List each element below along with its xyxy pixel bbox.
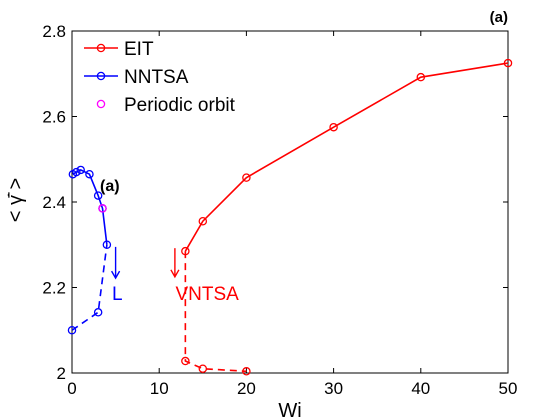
data-point-eit: [329, 122, 338, 132]
arrow-head-l: [110, 270, 121, 280]
data-point-nntsa: [67, 325, 77, 335]
legend-label-nntsa: NNTSA: [124, 67, 189, 88]
legend-marker-nntsa: [96, 71, 106, 81]
series-nntsa-dashed-line: [71, 244, 108, 331]
series-eit-line: [184, 62, 509, 252]
legend-marker-eit: [96, 43, 106, 53]
series-layer: [67, 58, 513, 376]
data-point-eit: [242, 367, 251, 376]
arrow-head-vntsa: [170, 269, 180, 279]
panel-label: (a): [490, 9, 508, 26]
data-point-nntsa: [85, 169, 94, 179]
x-tick-label: 50: [499, 379, 518, 398]
y-tick-label: 2.4: [42, 193, 66, 212]
data-point-nntsa: [93, 191, 103, 200]
annotation-l: L: [112, 284, 123, 305]
data-point-eit: [242, 173, 251, 182]
legend-marker-periodic-orbit: [96, 99, 106, 109]
data-point-nntsa: [93, 308, 103, 317]
data-point-eit: [416, 72, 426, 82]
data-point-nntsa: [102, 240, 112, 249]
y-tick-label: 2.6: [42, 108, 66, 127]
x-tick-label: 30: [324, 379, 343, 398]
data-point-periodic-orbit: [98, 204, 107, 213]
data-point-eit: [198, 364, 208, 373]
data-point-eit: [181, 246, 190, 256]
x-tick-label: 20: [237, 379, 256, 398]
inner-panel-label: (a): [100, 178, 120, 195]
legend: EIT NNTSA Periodic orbit: [84, 39, 236, 116]
annotation-vntsa: VNTSA: [175, 284, 239, 305]
legend-label-eit: EIT: [124, 39, 154, 60]
x-axis-label: Wi: [278, 400, 301, 420]
axes-layer: 0 10 20 30 40 50 2 2.2 2.4 2.6 2.8: [42, 22, 517, 398]
y-tick-label: 2.2: [42, 279, 66, 298]
y-axis-label: < γ̄̇ >: [5, 178, 27, 222]
series-eit-dashed-line: [184, 251, 247, 373]
y-tick-label: 2.8: [42, 22, 66, 41]
data-point-eit: [503, 58, 513, 68]
x-tick-label: 0: [67, 379, 76, 398]
data-point-eit: [181, 356, 190, 366]
data-point-nntsa: [72, 167, 81, 177]
data-point-nntsa: [76, 165, 85, 175]
x-tick-label: 40: [411, 379, 430, 398]
data-point-eit: [198, 216, 208, 226]
x-tick-label: 10: [150, 379, 169, 398]
y-tick-label: 2: [57, 364, 66, 383]
legend-label-periodic-orbit: Periodic orbit: [124, 95, 236, 116]
annotation-layer: L VNTSA: [110, 246, 239, 305]
